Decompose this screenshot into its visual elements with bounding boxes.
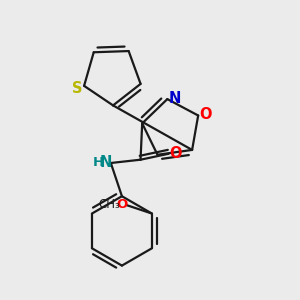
Text: S: S [72,81,82,96]
Text: O: O [169,146,182,160]
Text: H: H [93,156,104,169]
Text: N: N [169,91,181,106]
Text: O: O [199,107,212,122]
Text: CH₃: CH₃ [98,198,120,211]
Text: O: O [117,198,128,211]
Text: N: N [100,155,112,170]
